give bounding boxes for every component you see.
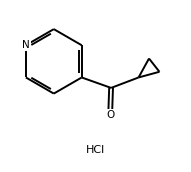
Text: N: N — [22, 40, 30, 50]
Text: O: O — [106, 110, 114, 120]
Text: HCl: HCl — [86, 146, 105, 155]
